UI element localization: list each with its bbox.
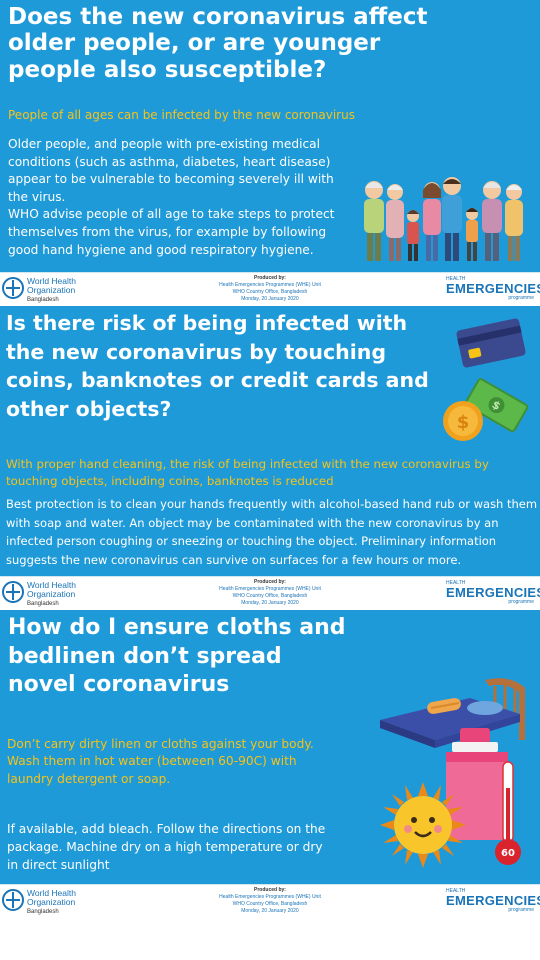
who-logo: World Health Organization Bangladesh xyxy=(2,888,92,916)
sun-icon xyxy=(380,782,466,868)
panel-3-body: If available, add bleach. Follow the dir… xyxy=(7,822,326,872)
panel-1-body: Older people, and people with pre-existi… xyxy=(8,137,335,257)
footer-1: World Health Organization Bangladesh Pro… xyxy=(0,272,540,306)
health-emergencies-logo: HEALTH EMERGENCIES programme xyxy=(446,580,540,605)
credit-card-icon xyxy=(456,318,526,368)
who-logo-icon xyxy=(2,277,24,299)
thermometer-label: 60 xyxy=(501,848,515,859)
who-logo-icon xyxy=(2,581,24,603)
panel-older-people: Does the new coronavirus affect older pe… xyxy=(0,0,540,272)
detergent-bottle-icon xyxy=(446,728,508,840)
footer-3: World Health Organization Bangladesh Pro… xyxy=(0,884,540,918)
footer-2: World Health Organization Bangladesh Pro… xyxy=(0,576,540,610)
produced-by: Produced by: Health Emergencies Programm… xyxy=(219,579,321,606)
svg-text:$: $ xyxy=(457,412,470,433)
produced-by: Produced by: Health Emergencies Programm… xyxy=(219,275,321,302)
who-country: Bangladesh xyxy=(27,297,59,303)
who-name: World Health Organization xyxy=(27,580,76,599)
who-logo-icon xyxy=(2,889,24,911)
who-name: World Health Organization xyxy=(27,888,76,907)
panel-2-body: Best protection is to clean your hands f… xyxy=(6,497,538,567)
health-emergencies-logo: HEALTH EMERGENCIES programme xyxy=(446,276,540,301)
produced-by: Produced by: Health Emergencies Programm… xyxy=(219,887,321,914)
panel-3-subtitle: Don’t carry dirty linen or cloths agains… xyxy=(7,737,314,786)
health-emergencies-logo: HEALTH EMERGENCIES programme xyxy=(446,888,540,913)
panel-touching-objects: Is there risk of being infected with the… xyxy=(0,306,540,576)
panel-1-subtitle: People of all ages can be infected by th… xyxy=(8,108,355,122)
panel-3-title: How do I ensure cloths and bedlinen don’… xyxy=(8,615,346,697)
banknotes-icon: $ xyxy=(464,378,529,433)
who-name: World Health Organization xyxy=(27,276,76,295)
panel-2-title: Is there risk of being infected with the… xyxy=(6,311,429,421)
who-country: Bangladesh xyxy=(27,601,59,607)
panel-1-title: Does the new coronavirus affect older pe… xyxy=(8,4,428,83)
panel-cloths-bedlinen: How do I ensure cloths and bedlinen don’… xyxy=(0,610,540,884)
who-logo: World Health Organization Bangladesh xyxy=(2,580,92,608)
family-illustration xyxy=(364,177,523,261)
panel-2-subtitle: With proper hand cleaning, the risk of b… xyxy=(6,457,489,488)
who-country: Bangladesh xyxy=(27,909,59,915)
coin-icon: $ xyxy=(443,401,483,441)
who-logo: World Health Organization Bangladesh xyxy=(2,276,92,304)
thermometer-icon: 60 xyxy=(495,761,521,865)
